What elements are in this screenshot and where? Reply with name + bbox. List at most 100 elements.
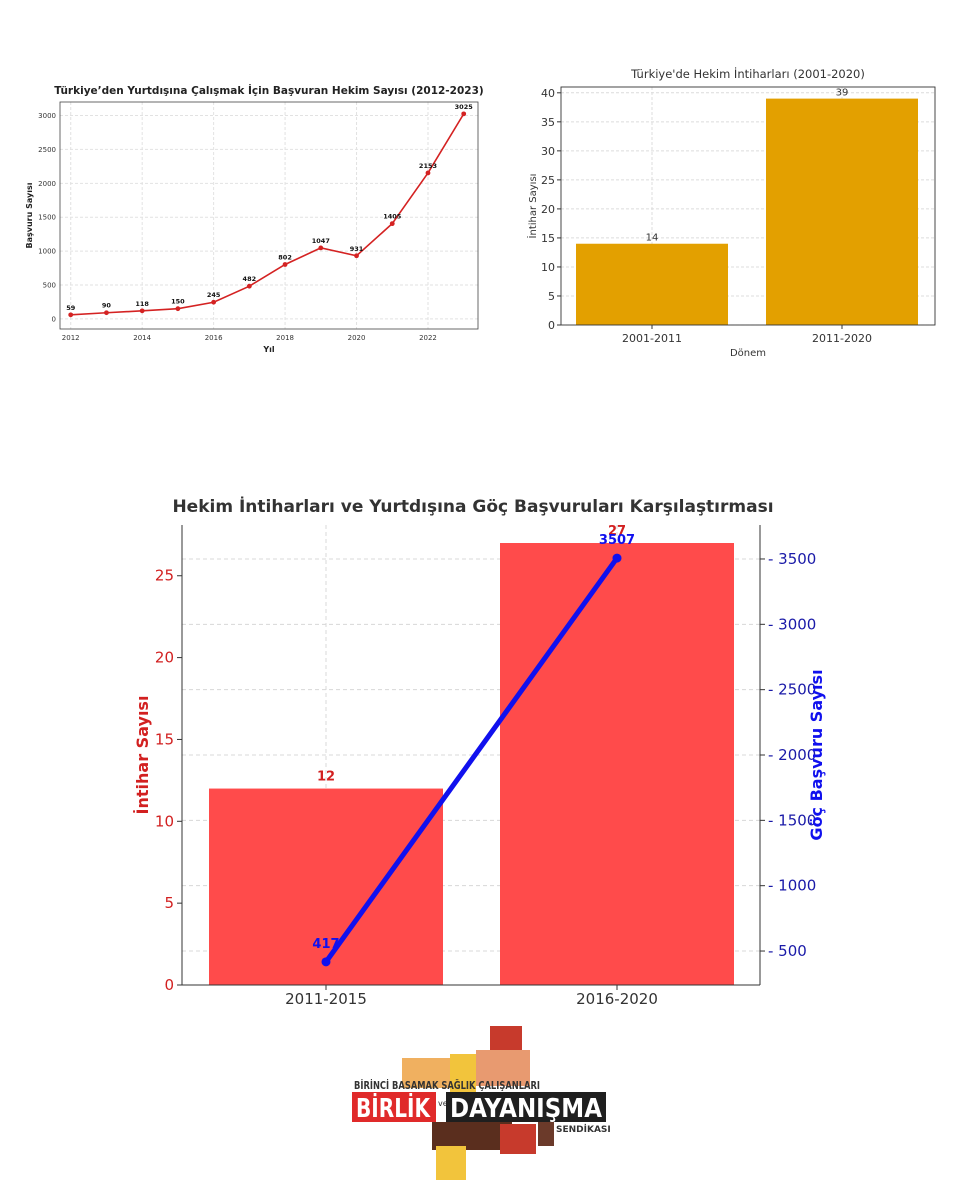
suicides-bar-chart: Türkiye'de Hekim İntiharları (2001-2020)… xyxy=(526,66,936,359)
chart3-right-tick: - 2000 xyxy=(768,746,816,764)
logo-connector: ve xyxy=(438,1099,448,1108)
chart1-data-label: 118 xyxy=(135,300,149,308)
chart1-x-tick: 2014 xyxy=(133,334,151,342)
chart2-y-tick: 30 xyxy=(541,145,555,158)
chart3-left-tick: 10 xyxy=(155,812,174,830)
chart2-frame xyxy=(560,86,936,326)
chart3-left-tick: 0 xyxy=(164,976,174,994)
chart2-y-tick: 20 xyxy=(541,203,555,216)
chart2-x-label: Dönem xyxy=(730,348,766,359)
logo-block-red-bottom xyxy=(500,1124,536,1154)
chart1-data-label: 802 xyxy=(278,253,292,261)
applications-line-chart: Türkiye’den Yurtdışına Çalışmak İçin Baş… xyxy=(25,83,484,354)
chart3-right-tick: - 3000 xyxy=(768,615,816,633)
chart1-x-tick: 2020 xyxy=(348,334,366,342)
chart1-x-label: Yıl xyxy=(262,345,275,354)
chart1-frame xyxy=(59,101,479,330)
chart1-y-tick: 1000 xyxy=(38,248,56,256)
chart3-line-label: 3507 xyxy=(599,533,635,548)
chart2-y-tick: 40 xyxy=(541,87,555,100)
chart1-y-tick: 2000 xyxy=(38,180,56,188)
chart1-x-tick: 2012 xyxy=(62,334,80,342)
chart1-data-label: 1405 xyxy=(383,213,402,221)
chart1-y-tick: 3000 xyxy=(38,112,56,120)
logo-block-yellow xyxy=(450,1054,476,1094)
chart3-title: Hekim İntiharları ve Yurtdışına Göç Başv… xyxy=(172,495,773,517)
chart3-x-tick: 2016-2020 xyxy=(576,990,658,1008)
logo-block-brown-right xyxy=(538,1116,554,1146)
chart2-x-tick: 2001-2011 xyxy=(622,332,682,345)
chart2-y-tick: 5 xyxy=(548,290,555,303)
chart3-left-axis-label: İntihar Sayısı xyxy=(133,696,152,815)
chart1-y-tick: 1500 xyxy=(38,214,56,222)
logo-word-birlik: BİRLİK xyxy=(356,1092,431,1124)
chart3-line-series xyxy=(323,555,620,965)
chart1-y-tick: 0 xyxy=(52,315,56,323)
chart3-x-tick: 2011-2015 xyxy=(285,990,367,1008)
logo-birlik-band xyxy=(352,1092,436,1122)
logo-word-dayanisma: DAYANIŞMA xyxy=(450,1094,602,1124)
chart2-bar xyxy=(766,98,918,325)
chart3-left-tick: 20 xyxy=(155,649,174,667)
chart1-data-label: 931 xyxy=(350,245,364,253)
chart2-bar xyxy=(576,243,728,325)
chart3-left-tick: 15 xyxy=(155,730,174,748)
logo-top-line: BİRİNCİ BASAMAK SAĞLIK ÇALIŞANLARI xyxy=(354,1078,540,1092)
chart1-data-label: 90 xyxy=(102,302,112,310)
chart3-line-label: 417 xyxy=(312,937,339,952)
chart1-data-label: 150 xyxy=(171,298,185,306)
chart3-right-axis-label: Göç Başvuru Sayısı xyxy=(807,669,826,840)
chart1-data-label: 1047 xyxy=(312,237,330,245)
chart1-point xyxy=(425,170,431,176)
logo-block-yellow-bottom xyxy=(436,1146,466,1180)
chart1-y-label: Başvuru Sayısı xyxy=(25,182,34,248)
union-logo: BİRİNCİ BASAMAK SAĞLIK ÇALIŞANLARI BİRLİ… xyxy=(352,1026,610,1180)
chart1-point xyxy=(389,221,395,227)
chart1-point xyxy=(318,245,324,251)
chart3-line-point xyxy=(612,553,622,563)
chart1-x-tick: 2022 xyxy=(419,334,437,342)
chart3-line-point xyxy=(321,957,331,967)
chart2-y-label: İntihar Sayısı xyxy=(526,174,539,239)
chart3-right-tick: - 1000 xyxy=(768,877,816,895)
chart1-x-tick: 2018 xyxy=(276,334,294,342)
chart3-right-tick: - 3500 xyxy=(768,550,816,568)
chart1-data-label: 2153 xyxy=(419,162,437,170)
logo-bottom-line: SENDİKASI xyxy=(556,1124,610,1135)
chart3-bar xyxy=(209,788,443,985)
chart2-title: Türkiye'de Hekim İntiharları (2001-2020) xyxy=(630,66,865,81)
chart1-point xyxy=(282,262,288,267)
chart1-point xyxy=(175,306,181,312)
chart1-data-label: 59 xyxy=(66,304,76,312)
chart2-y-tick: 10 xyxy=(541,261,555,274)
chart1-x-tick: 2016 xyxy=(205,334,223,342)
logo-dayanisma-band xyxy=(446,1092,606,1122)
chart3-bar xyxy=(500,543,734,985)
chart1-series-line xyxy=(70,113,465,316)
chart1-point xyxy=(354,253,359,259)
chart3-bar-label: 27 xyxy=(608,524,626,539)
chart1-point xyxy=(211,299,217,305)
chart1-point xyxy=(104,310,109,316)
chart1-point xyxy=(461,111,467,117)
comparison-combo-chart: Hekim İntiharları ve Yurtdışına Göç Başv… xyxy=(133,495,826,1008)
chart1-point xyxy=(68,312,74,318)
chart1-data-label: 482 xyxy=(243,275,257,283)
chart3-bar-label: 12 xyxy=(317,770,335,785)
chart2-y-tick: 35 xyxy=(541,116,555,129)
chart1-data-label: 3025 xyxy=(455,103,474,111)
chart2-x-tick: 2011-2020 xyxy=(812,332,872,345)
logo-block-salmon xyxy=(476,1050,530,1086)
chart3-right-tick: - 500 xyxy=(768,942,807,960)
chart1-point xyxy=(139,308,145,314)
chart3-left-tick: 25 xyxy=(155,567,174,585)
chart3-right-tick: - 1500 xyxy=(768,811,816,829)
chart2-data-label: 14 xyxy=(646,233,659,244)
chart2-y-tick: 15 xyxy=(541,232,555,245)
chart1-point xyxy=(246,283,252,289)
logo-block-dark-brown xyxy=(432,1122,512,1150)
chart1-y-tick: 500 xyxy=(43,281,56,289)
chart2-data-label: 39 xyxy=(836,88,849,99)
chart1-y-tick: 2500 xyxy=(38,146,56,154)
chart3-left-tick: 5 xyxy=(164,894,174,912)
